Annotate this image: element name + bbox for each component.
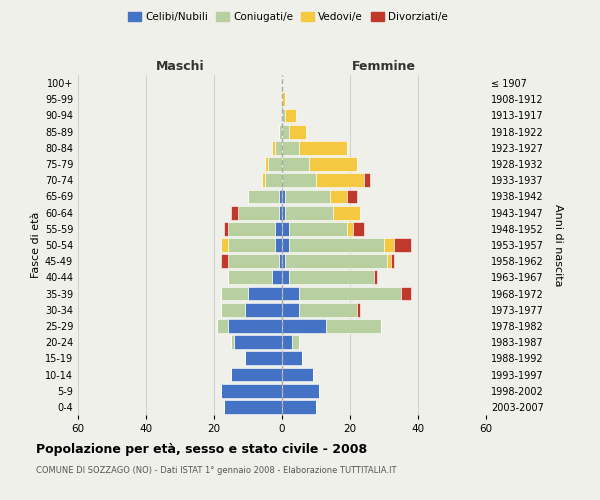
Bar (282, 222, 289, 235)
Bar (384, 238, 394, 252)
Bar (282, 190, 286, 203)
Bar (289, 125, 306, 138)
Bar (221, 254, 227, 268)
Bar (272, 270, 282, 284)
Bar (282, 368, 313, 382)
Bar (347, 190, 357, 203)
Bar (265, 174, 282, 187)
Bar (299, 286, 401, 300)
Bar (282, 286, 299, 300)
Bar (289, 238, 384, 252)
Bar (282, 157, 309, 171)
Bar (275, 238, 282, 252)
Bar (316, 174, 364, 187)
Bar (221, 238, 227, 252)
Bar (227, 254, 278, 268)
Bar (286, 108, 296, 122)
Bar (278, 125, 282, 138)
Bar (374, 270, 377, 284)
Bar (333, 206, 360, 220)
Bar (391, 254, 394, 268)
Bar (231, 206, 238, 220)
Bar (278, 254, 282, 268)
Bar (221, 384, 282, 398)
Legend: Celibi/Nubili, Coniugati/e, Vedovi/e, Divorziati/e: Celibi/Nubili, Coniugati/e, Vedovi/e, Di… (124, 8, 452, 26)
Bar (282, 336, 292, 349)
Bar (221, 303, 245, 316)
Bar (282, 303, 299, 316)
Bar (262, 174, 265, 187)
Bar (248, 190, 278, 203)
Bar (329, 190, 347, 203)
Text: Femmine: Femmine (352, 60, 416, 74)
Bar (282, 108, 286, 122)
Bar (282, 174, 316, 187)
Bar (217, 319, 227, 333)
Bar (275, 141, 282, 154)
Bar (245, 303, 282, 316)
Bar (309, 157, 357, 171)
Bar (299, 141, 347, 154)
Bar (227, 319, 282, 333)
Bar (401, 286, 411, 300)
Bar (286, 206, 333, 220)
Bar (282, 238, 289, 252)
Bar (224, 222, 227, 235)
Bar (248, 286, 282, 300)
Bar (286, 254, 388, 268)
Bar (282, 254, 286, 268)
Bar (278, 206, 282, 220)
Text: COMUNE DI SOZZAGO (NO) - Dati ISTAT 1° gennaio 2008 - Elaborazione TUTTITALIA.IT: COMUNE DI SOZZAGO (NO) - Dati ISTAT 1° g… (36, 466, 397, 475)
Bar (282, 270, 289, 284)
Y-axis label: Fasce di età: Fasce di età (31, 212, 41, 278)
Bar (282, 141, 299, 154)
Bar (282, 384, 319, 398)
Bar (347, 222, 353, 235)
Bar (299, 303, 357, 316)
Bar (326, 319, 380, 333)
Bar (292, 336, 299, 349)
Text: Popolazione per età, sesso e stato civile - 2008: Popolazione per età, sesso e stato civil… (36, 442, 367, 456)
Bar (227, 222, 275, 235)
Bar (231, 368, 282, 382)
Y-axis label: Anni di nascita: Anni di nascita (553, 204, 563, 286)
Bar (364, 174, 370, 187)
Bar (268, 157, 282, 171)
Bar (357, 303, 360, 316)
Bar (221, 286, 248, 300)
Bar (238, 206, 278, 220)
Bar (231, 336, 235, 349)
Bar (224, 400, 282, 414)
Bar (289, 270, 374, 284)
Bar (282, 352, 302, 365)
Bar (282, 125, 289, 138)
Bar (289, 222, 347, 235)
Bar (275, 222, 282, 235)
Bar (227, 270, 272, 284)
Bar (272, 141, 275, 154)
Bar (286, 190, 329, 203)
Text: Maschi: Maschi (155, 60, 205, 74)
Bar (282, 400, 316, 414)
Bar (235, 336, 282, 349)
Bar (388, 254, 391, 268)
Bar (282, 206, 286, 220)
Bar (245, 352, 282, 365)
Bar (282, 319, 326, 333)
Bar (265, 157, 268, 171)
Bar (394, 238, 411, 252)
Bar (278, 190, 282, 203)
Bar (282, 92, 286, 106)
Bar (353, 222, 364, 235)
Bar (227, 238, 275, 252)
